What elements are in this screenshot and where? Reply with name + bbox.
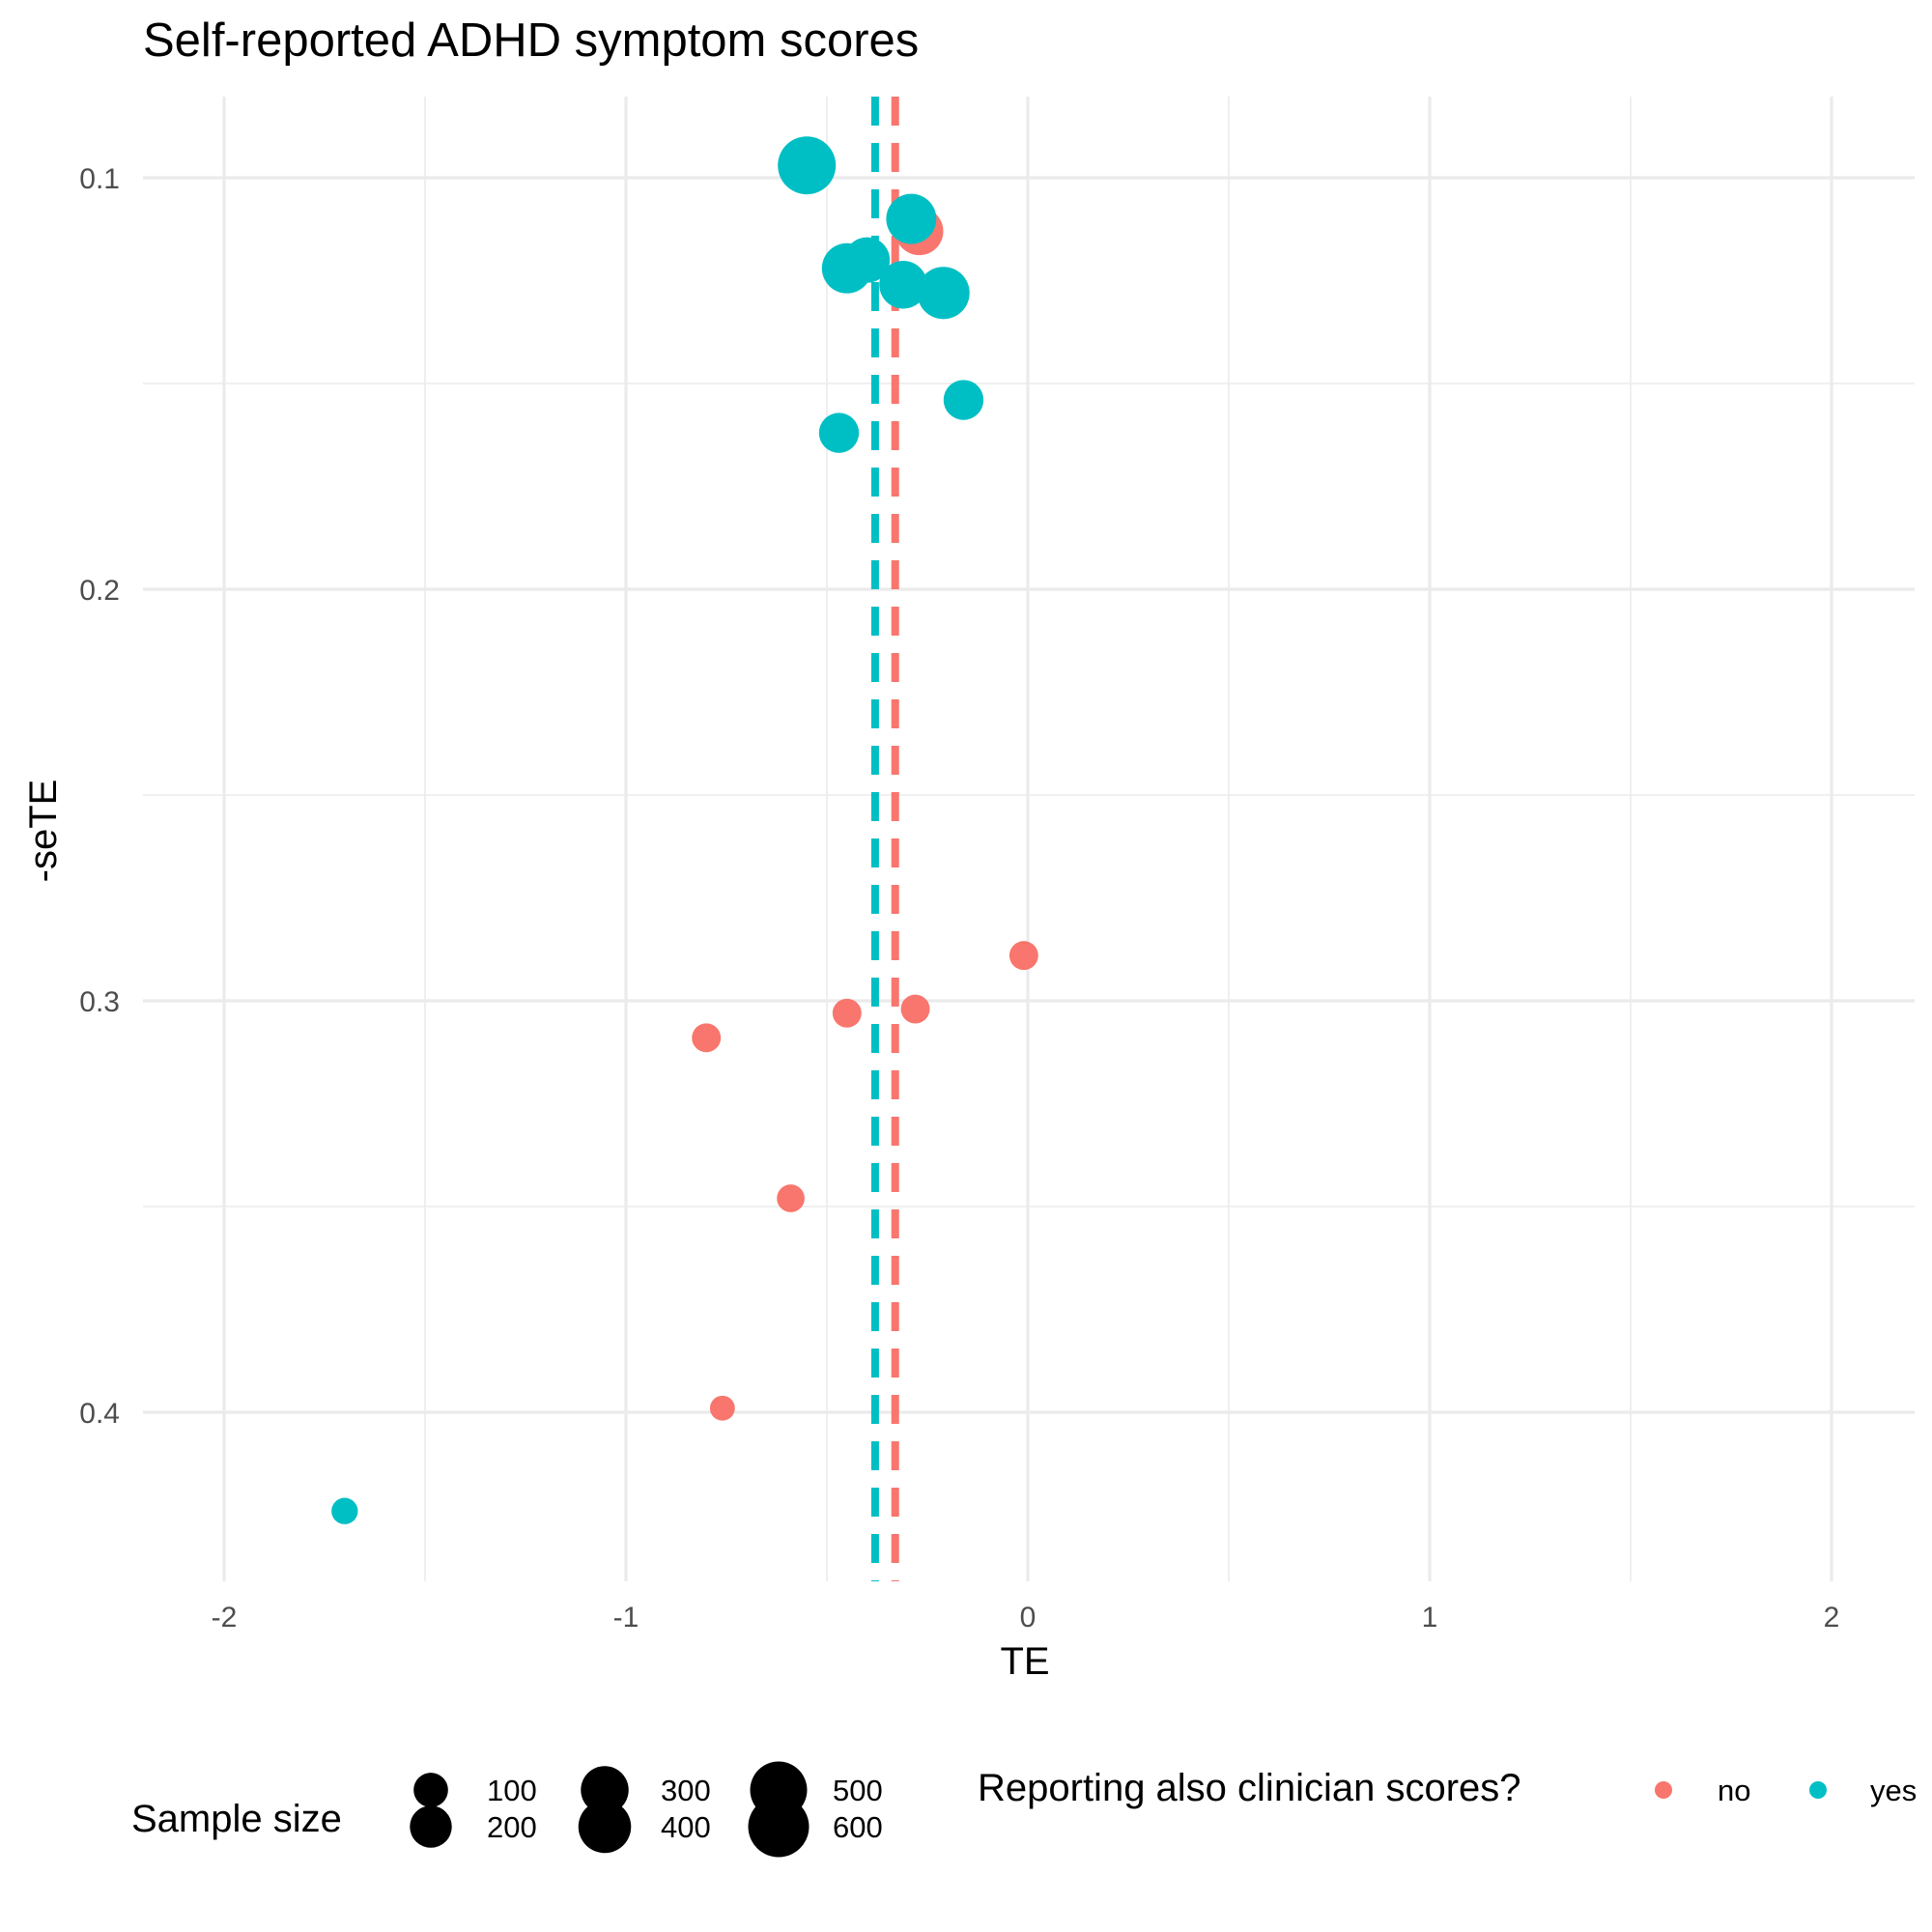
reference-lines (870, 97, 899, 1581)
data-point-yes (818, 412, 860, 453)
data-point-yes (886, 193, 937, 244)
data-point-yes (943, 380, 984, 420)
legend-size-title: Sample size (131, 1798, 342, 1840)
legend-size-label: 500 (833, 1774, 883, 1807)
legend-color-label: yes (1870, 1774, 1917, 1807)
legend-size-label: 100 (487, 1774, 537, 1807)
x-axis-title: TE (1000, 1640, 1049, 1683)
legend-color-key-yes (1809, 1781, 1827, 1799)
legend: Sample size Reporting also clinician sco… (131, 1761, 1917, 1858)
y-axis-title: -seTE (22, 780, 65, 883)
x-tick-label: -2 (212, 1602, 238, 1634)
legend-color-label: no (1718, 1774, 1750, 1807)
data-point-no (832, 998, 862, 1028)
data-point-no (777, 1184, 805, 1212)
data-point-no (1009, 941, 1038, 971)
data-point-yes (917, 267, 970, 320)
legend-size-label: 600 (833, 1810, 883, 1844)
legend-size-label: 400 (661, 1810, 711, 1844)
legend-size-label: 200 (487, 1810, 537, 1844)
grid-lines (143, 97, 1915, 1581)
y-tick-label: 0.1 (79, 163, 120, 195)
data-point-yes (879, 260, 927, 309)
x-tick-label: 0 (1020, 1602, 1037, 1634)
data-point-no (709, 1395, 735, 1421)
legend-color-key-no (1655, 1781, 1672, 1799)
y-tick-label: 0.4 (79, 1398, 120, 1430)
data-point-no (900, 994, 930, 1024)
y-tick-label: 0.3 (79, 986, 120, 1018)
legend-size-key (581, 1766, 629, 1814)
data-point-yes (778, 136, 837, 195)
legend-color-title: Reporting also clinician scores? (978, 1767, 1521, 1809)
legend-size-key (410, 1805, 452, 1848)
chart-title: Self-reported ADHD symptom scores (143, 14, 919, 67)
data-point-yes (331, 1497, 358, 1524)
tick-labels: -2 -1 0 1 2 0.1 0.2 0.3 0.4 (79, 163, 1839, 1634)
legend-size-key (748, 1796, 810, 1858)
data-points (331, 136, 1038, 1524)
x-tick-label: -1 (613, 1602, 639, 1634)
legend-size-key (413, 1773, 448, 1807)
data-point-yes (821, 242, 872, 294)
data-point-no (692, 1023, 722, 1053)
x-tick-label: 1 (1422, 1602, 1438, 1634)
legend-size-key (578, 1800, 632, 1854)
y-tick-label: 0.2 (79, 575, 120, 607)
legend-size-label: 300 (661, 1774, 711, 1807)
x-tick-label: 2 (1824, 1602, 1840, 1634)
